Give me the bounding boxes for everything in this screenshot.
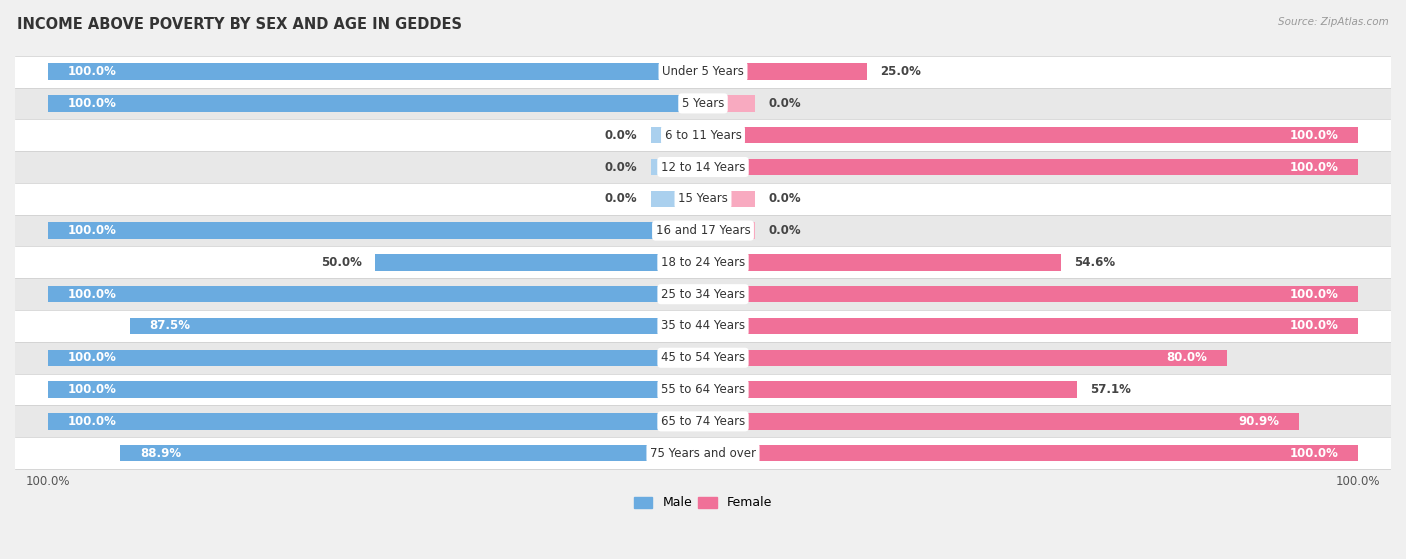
Text: 88.9%: 88.9% [141,447,181,459]
Text: 0.0%: 0.0% [769,224,801,237]
Bar [48,222,703,239]
Bar [15,405,1391,437]
Bar [703,159,1358,176]
Text: 6 to 11 Years: 6 to 11 Years [665,129,741,142]
Text: 5 Years: 5 Years [682,97,724,110]
Bar [375,254,703,271]
Text: 65 to 74 Years: 65 to 74 Years [661,415,745,428]
Bar [48,63,703,80]
Bar [703,127,1358,144]
Bar [703,222,755,239]
Text: 15 Years: 15 Years [678,192,728,205]
Bar [48,286,703,302]
Bar [48,349,703,366]
Bar [15,278,1391,310]
Bar [15,310,1391,342]
Legend: Male, Female: Male, Female [628,491,778,514]
Text: Under 5 Years: Under 5 Years [662,65,744,78]
Bar [703,413,1299,430]
Bar [651,127,703,144]
Bar [703,349,1227,366]
Bar [15,151,1391,183]
Text: 25.0%: 25.0% [880,65,921,78]
Text: 90.9%: 90.9% [1237,415,1279,428]
Text: 100.0%: 100.0% [67,97,117,110]
Text: 100.0%: 100.0% [67,383,117,396]
Bar [15,437,1391,469]
Text: 57.1%: 57.1% [1090,383,1130,396]
Text: 25 to 34 Years: 25 to 34 Years [661,288,745,301]
Bar [651,159,703,176]
Bar [15,183,1391,215]
Bar [48,413,703,430]
Text: INCOME ABOVE POVERTY BY SEX AND AGE IN GEDDES: INCOME ABOVE POVERTY BY SEX AND AGE IN G… [17,17,463,32]
Text: 100.0%: 100.0% [67,288,117,301]
Text: 100.0%: 100.0% [1289,288,1339,301]
Bar [48,95,703,112]
Text: 0.0%: 0.0% [605,160,637,173]
Text: 0.0%: 0.0% [769,97,801,110]
Bar [703,318,1358,334]
Text: 16 and 17 Years: 16 and 17 Years [655,224,751,237]
Text: 100.0%: 100.0% [67,351,117,364]
Text: 100.0%: 100.0% [1289,160,1339,173]
Bar [15,373,1391,405]
Text: 0.0%: 0.0% [605,129,637,142]
Text: 0.0%: 0.0% [769,192,801,205]
Text: 55 to 64 Years: 55 to 64 Years [661,383,745,396]
Bar [703,254,1060,271]
Text: 0.0%: 0.0% [605,192,637,205]
Text: 12 to 14 Years: 12 to 14 Years [661,160,745,173]
Text: 100.0%: 100.0% [67,65,117,78]
Bar [703,191,755,207]
Text: 75 Years and over: 75 Years and over [650,447,756,459]
Text: 45 to 54 Years: 45 to 54 Years [661,351,745,364]
Text: 18 to 24 Years: 18 to 24 Years [661,256,745,269]
Text: 100.0%: 100.0% [1289,447,1339,459]
Text: 50.0%: 50.0% [322,256,363,269]
Text: 87.5%: 87.5% [149,320,190,333]
Bar [15,119,1391,151]
Bar [15,247,1391,278]
Bar [15,56,1391,88]
Bar [48,381,703,398]
Text: 100.0%: 100.0% [1289,129,1339,142]
Bar [703,63,868,80]
Text: 35 to 44 Years: 35 to 44 Years [661,320,745,333]
Bar [15,342,1391,373]
Text: 100.0%: 100.0% [1289,320,1339,333]
Bar [121,445,703,461]
Text: Source: ZipAtlas.com: Source: ZipAtlas.com [1278,17,1389,27]
Bar [703,286,1358,302]
Text: 54.6%: 54.6% [1074,256,1115,269]
Bar [651,191,703,207]
Bar [15,88,1391,119]
Bar [15,215,1391,247]
Bar [129,318,703,334]
Text: 80.0%: 80.0% [1167,351,1208,364]
Bar [703,381,1077,398]
Text: 100.0%: 100.0% [67,224,117,237]
Text: 100.0%: 100.0% [67,415,117,428]
Bar [703,445,1358,461]
Bar [703,95,755,112]
